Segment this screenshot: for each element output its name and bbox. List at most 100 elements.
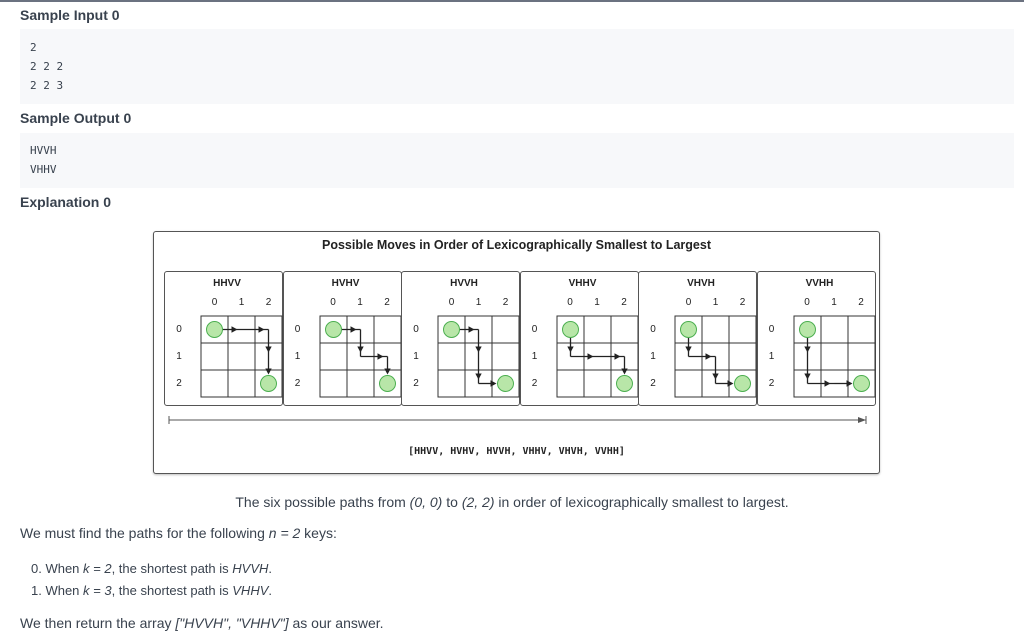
arrow-head bbox=[231, 326, 238, 333]
start-point bbox=[798, 321, 816, 338]
item-k: k = 3 bbox=[83, 583, 112, 598]
column-label: 1 bbox=[475, 297, 482, 308]
grid-cell bbox=[701, 315, 730, 344]
grid-cell bbox=[200, 369, 229, 398]
row-label: 0 bbox=[413, 323, 419, 335]
arrow-head bbox=[620, 368, 628, 375]
row-label: 1 bbox=[650, 350, 656, 362]
grid-cell bbox=[728, 342, 757, 371]
sample-input-heading: Sample Input 0 bbox=[20, 7, 120, 23]
grid-cell bbox=[227, 342, 256, 371]
return-text: We then return the array ["HVVH", "VHHV"… bbox=[20, 615, 384, 631]
code-line: 2 bbox=[30, 41, 37, 54]
sample-input-box: 2 2 2 2 2 2 3 bbox=[20, 29, 1014, 104]
panel-title: HVHV bbox=[331, 278, 360, 289]
column-label: 0 bbox=[685, 297, 692, 308]
top-divider bbox=[0, 0, 1024, 2]
arrow-head bbox=[705, 353, 712, 360]
find-n: n = 2 bbox=[268, 525, 301, 541]
code-line: 2 2 3 bbox=[30, 79, 64, 92]
return-post: as our answer. bbox=[288, 615, 384, 631]
arrow-head bbox=[566, 346, 574, 353]
row-label: 1 bbox=[176, 350, 182, 362]
arrow-head bbox=[468, 326, 475, 333]
grid-cell bbox=[847, 342, 875, 371]
arrow-head bbox=[803, 373, 811, 380]
grid-cell bbox=[556, 369, 584, 398]
end-point bbox=[497, 375, 514, 392]
arrow-head bbox=[712, 373, 719, 380]
code-line: HVVH bbox=[30, 144, 57, 157]
explanation-heading: Explanation 0 bbox=[20, 194, 112, 210]
column-label: 2 bbox=[739, 297, 746, 308]
arrow-head bbox=[475, 346, 482, 353]
column-label: 0 bbox=[804, 297, 810, 308]
grid-cell bbox=[437, 342, 466, 371]
code-line: 2 2 2 bbox=[30, 60, 64, 73]
caption-post: in order of lexicographically smallest t… bbox=[494, 494, 789, 510]
arrow-head bbox=[846, 380, 852, 387]
grid bbox=[319, 315, 401, 398]
panel-title: VHHV bbox=[568, 278, 597, 289]
path-panel-vvhh: VVHH 0 1 2 0 1 2 bbox=[756, 271, 876, 406]
arrow-head bbox=[490, 380, 497, 387]
grid bbox=[437, 315, 520, 398]
row-label: 0 bbox=[650, 323, 656, 335]
sample-output-box: HVVH VHHV bbox=[20, 133, 1014, 188]
row-label: 1 bbox=[768, 350, 775, 362]
arrow-head bbox=[727, 380, 734, 387]
column-label: 1 bbox=[238, 297, 245, 308]
return-pre: We then return the array bbox=[20, 615, 176, 631]
column-label: 2 bbox=[858, 297, 864, 308]
path-panel-vhvh: VHVH 0 1 2 0 1 2 bbox=[638, 271, 757, 406]
figure-title: Possible Moves in Order of Lexicographic… bbox=[321, 238, 711, 252]
end-point bbox=[615, 375, 633, 392]
grid-cell bbox=[820, 342, 848, 371]
caption-to: (2, 2) bbox=[461, 494, 495, 510]
row-label: 2 bbox=[768, 377, 775, 389]
arrow-head bbox=[587, 353, 593, 360]
item-path: VHHV bbox=[232, 583, 269, 598]
item-end: . bbox=[268, 583, 273, 598]
arrow-head bbox=[383, 368, 391, 375]
column-label: 0 bbox=[330, 297, 336, 308]
row-label: 0 bbox=[176, 323, 182, 335]
item-k: k = 2 bbox=[83, 561, 112, 576]
find-post: keys: bbox=[300, 525, 337, 541]
path-panel-vhhv: VHHV 0 1 2 0 1 2 bbox=[519, 271, 639, 406]
item-path: HVVH bbox=[232, 561, 269, 576]
column-label: 1 bbox=[594, 297, 600, 308]
row-label: 1 bbox=[294, 350, 301, 362]
row-label: 2 bbox=[531, 377, 538, 389]
row-label: 1 bbox=[413, 350, 419, 362]
row-label: 2 bbox=[294, 377, 301, 389]
grid-cell bbox=[728, 315, 757, 344]
sample-output-heading: Sample Output 0 bbox=[20, 110, 132, 126]
column-label: 0 bbox=[211, 297, 218, 308]
grid-cell bbox=[583, 315, 611, 344]
end-point bbox=[734, 375, 751, 392]
arrow-head bbox=[475, 373, 482, 380]
column-label: 2 bbox=[502, 297, 509, 308]
start-point bbox=[324, 321, 342, 338]
column-label: 2 bbox=[384, 297, 390, 308]
start-point bbox=[680, 321, 697, 338]
grid-cell bbox=[491, 315, 520, 344]
grid-cell bbox=[227, 369, 256, 398]
panel-title: HHVV bbox=[213, 278, 241, 289]
row-label: 0 bbox=[294, 323, 301, 335]
row-label: 0 bbox=[531, 323, 538, 335]
list-item: 0. When k = 2, the shortest path is HVVH… bbox=[31, 561, 272, 576]
row-label: 1 bbox=[531, 350, 538, 362]
figure-caption: The six possible paths from (0, 0) to (2… bbox=[0, 494, 1024, 510]
grid-cell bbox=[491, 342, 520, 371]
caption-pre: The six possible paths from bbox=[235, 494, 410, 510]
row-label: 2 bbox=[176, 377, 182, 389]
grid-cell bbox=[200, 342, 229, 371]
grid bbox=[200, 315, 283, 398]
column-label: 1 bbox=[357, 297, 363, 308]
end-point bbox=[378, 375, 396, 392]
grid-cell bbox=[674, 369, 703, 398]
end-point bbox=[852, 375, 870, 392]
column-label: 0 bbox=[448, 297, 455, 308]
